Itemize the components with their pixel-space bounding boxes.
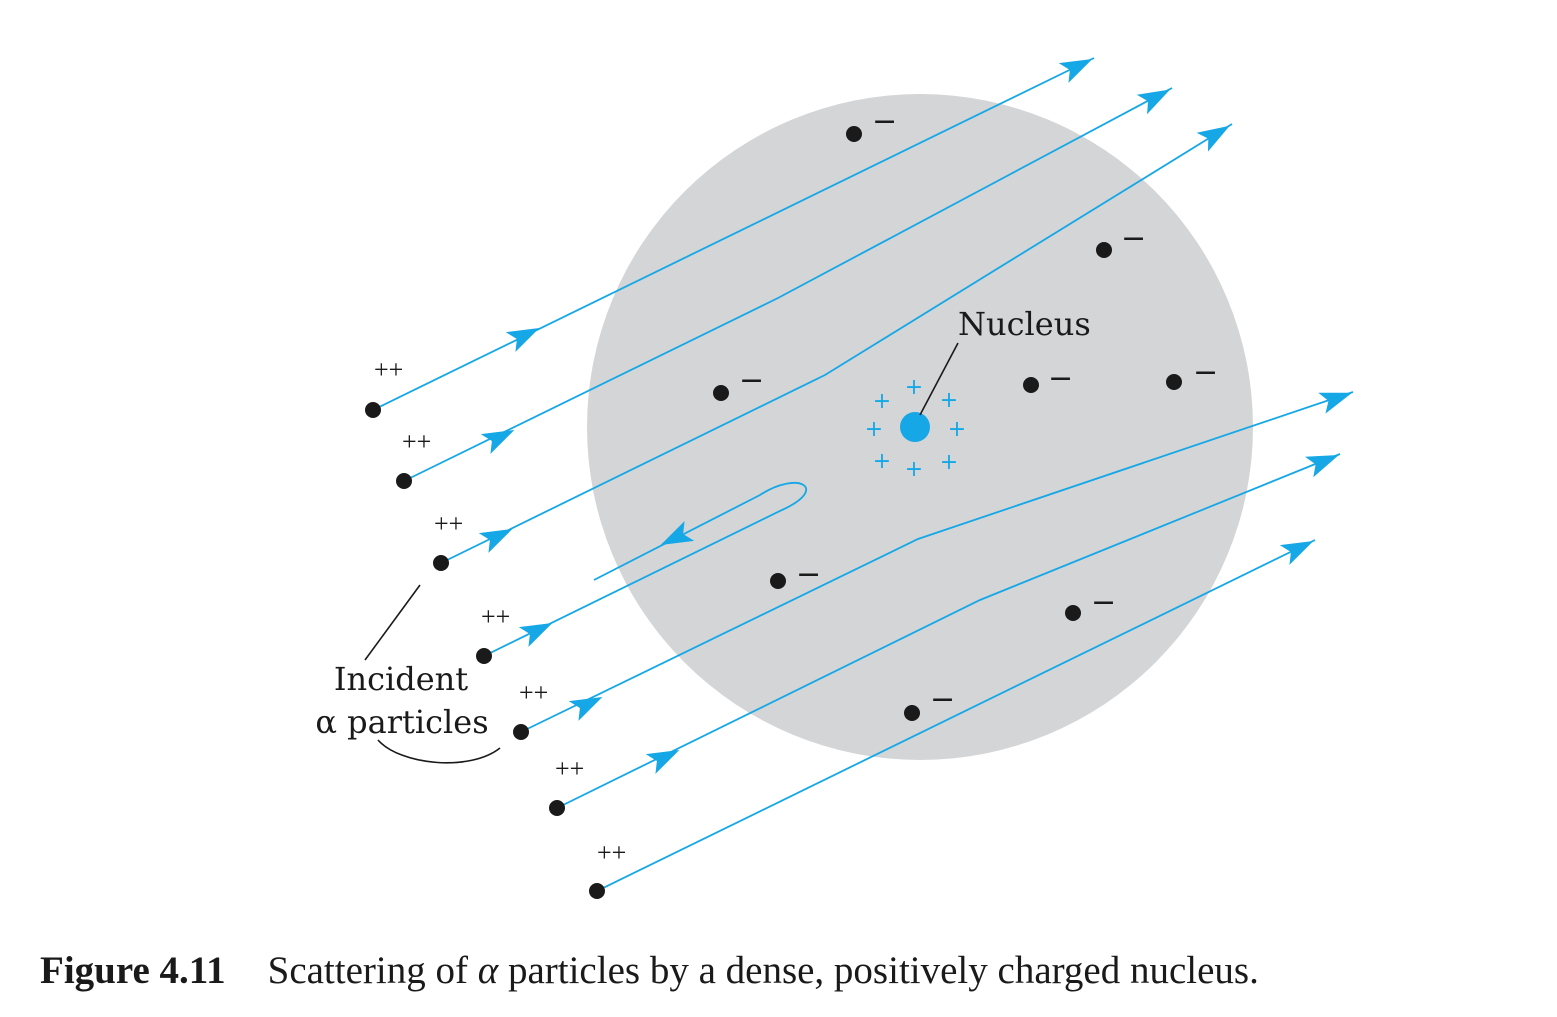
alpha-charge-label: ++ bbox=[555, 754, 584, 783]
arrowhead bbox=[645, 740, 685, 774]
electron-charge-label: − bbox=[1048, 361, 1073, 396]
electron bbox=[713, 385, 729, 401]
arrowhead bbox=[478, 519, 518, 553]
electron bbox=[1096, 242, 1112, 258]
caption-text-before: Scattering of bbox=[267, 949, 478, 992]
arrowhead bbox=[505, 318, 545, 352]
alpha-charge-label: ++ bbox=[402, 427, 431, 456]
electron bbox=[1023, 377, 1039, 393]
electron bbox=[904, 705, 920, 721]
incident-leader-line bbox=[364, 584, 421, 661]
alpha-particle bbox=[396, 473, 412, 489]
alpha-charge-label: ++ bbox=[374, 355, 403, 384]
arrowhead bbox=[1196, 116, 1236, 152]
electron bbox=[770, 573, 786, 589]
arrowhead bbox=[1136, 79, 1176, 115]
nucleus-charge: + bbox=[940, 388, 958, 413]
alpha-particle bbox=[433, 555, 449, 571]
alpha-charge-label: ++ bbox=[481, 602, 510, 631]
alpha-path-6 bbox=[556, 453, 1341, 809]
alpha-charge-label: ++ bbox=[519, 678, 548, 707]
alpha-path-7 bbox=[596, 539, 1316, 892]
nucleus-charge: + bbox=[873, 449, 891, 474]
electron bbox=[1065, 605, 1081, 621]
electron-charge-label: − bbox=[1091, 585, 1116, 620]
alpha-particle bbox=[589, 883, 605, 899]
figure-caption: Figure 4.11 Scattering of α particles by … bbox=[40, 948, 1520, 993]
arrowhead bbox=[1305, 444, 1343, 478]
scattering-diagram: ++ ++ ++ ++ ++ ++ ++ − − − − − − − − + +… bbox=[315, 49, 1356, 899]
incident-label-line1: Incident bbox=[334, 660, 468, 698]
electron-charge-label: − bbox=[872, 104, 897, 139]
alpha-particle bbox=[365, 402, 381, 418]
electron-charge-label: − bbox=[739, 363, 764, 398]
electron bbox=[846, 126, 862, 142]
nucleus bbox=[900, 412, 930, 442]
nucleus-charge: + bbox=[940, 450, 958, 475]
nucleus-leader-line bbox=[919, 342, 959, 416]
arrowhead bbox=[1279, 531, 1319, 565]
alpha-particle bbox=[549, 800, 565, 816]
alpha-charge-label: ++ bbox=[434, 509, 463, 538]
caption-alpha-symbol: α bbox=[477, 949, 499, 992]
alpha-path-5 bbox=[520, 391, 1354, 733]
electron-charge-label: − bbox=[1121, 221, 1146, 256]
nucleus-charge: + bbox=[905, 457, 923, 482]
alpha-path-2 bbox=[403, 87, 1173, 482]
alpha-path-4-backscatter bbox=[483, 481, 807, 657]
alpha-path-1 bbox=[372, 57, 1095, 411]
arrowhead bbox=[518, 613, 558, 647]
figure-number: Figure 4.11 bbox=[40, 949, 226, 992]
arrowhead bbox=[480, 420, 520, 454]
caption-text-after: particles by a dense, positively charged… bbox=[498, 949, 1259, 992]
electron bbox=[1166, 374, 1182, 390]
incident-label-line2: α particles bbox=[315, 703, 488, 741]
alpha-path-3 bbox=[440, 123, 1233, 564]
electron-charge-label: − bbox=[1193, 355, 1218, 390]
alpha-particle bbox=[476, 648, 492, 664]
nucleus-charge: + bbox=[948, 417, 966, 442]
nucleus-label: Nucleus bbox=[958, 305, 1091, 343]
electron-charge-label: − bbox=[930, 682, 955, 717]
incident-leader-curve bbox=[377, 739, 501, 764]
arrowhead bbox=[1058, 49, 1098, 83]
nucleus-charge: + bbox=[865, 417, 883, 442]
nucleus-charge: + bbox=[873, 389, 891, 414]
alpha-particle bbox=[513, 724, 529, 740]
nucleus-charge: + bbox=[905, 375, 923, 400]
electron-charge-label: − bbox=[796, 557, 821, 592]
alpha-charge-label: ++ bbox=[597, 838, 626, 867]
arrowhead bbox=[1318, 382, 1356, 414]
